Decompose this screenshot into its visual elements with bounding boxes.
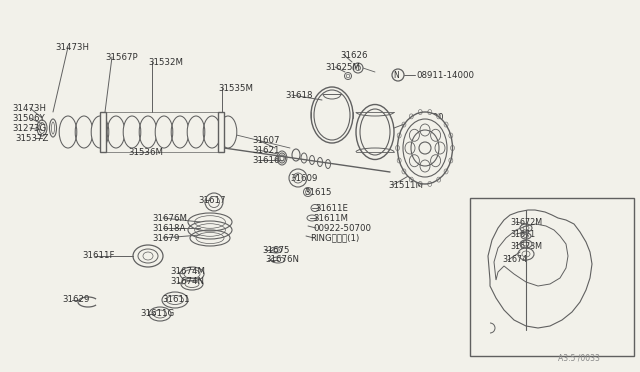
Text: 31618: 31618 [285, 90, 312, 99]
Text: 31616: 31616 [252, 155, 280, 164]
Text: 31607: 31607 [252, 135, 280, 144]
Text: 31625M: 31625M [325, 62, 360, 71]
Text: 31675: 31675 [262, 246, 289, 254]
Text: 31676M: 31676M [152, 214, 187, 222]
Text: 31672M: 31672M [510, 218, 542, 227]
Text: 31674N: 31674N [170, 278, 204, 286]
Text: 31536M: 31536M [128, 148, 163, 157]
Ellipse shape [92, 116, 109, 148]
Text: 31618A: 31618A [152, 224, 186, 232]
Text: N: N [393, 71, 399, 80]
Text: 31611F: 31611F [82, 251, 115, 260]
Text: 31511M: 31511M [388, 180, 423, 189]
Ellipse shape [60, 116, 77, 148]
Ellipse shape [219, 116, 237, 148]
Bar [470, 198, 634, 356]
Text: 31674M: 31674M [170, 267, 205, 276]
Text: 31615: 31615 [304, 187, 332, 196]
Text: RINGリング(1): RINGリング(1) [310, 234, 359, 243]
Ellipse shape [123, 116, 141, 148]
Bar [218, 112, 224, 152]
Ellipse shape [187, 116, 205, 148]
Text: 31611M: 31611M [313, 214, 348, 222]
Text: A3.5 /0033: A3.5 /0033 [558, 353, 600, 362]
Text: 31626: 31626 [340, 51, 367, 60]
Text: 31617: 31617 [198, 196, 225, 205]
Text: 31537Z: 31537Z [15, 134, 49, 142]
Text: 31629: 31629 [62, 295, 90, 305]
Text: 31535M: 31535M [218, 83, 253, 93]
Text: 31473H: 31473H [12, 103, 46, 112]
Text: 31674: 31674 [502, 256, 527, 264]
Text: 31532M: 31532M [148, 58, 183, 67]
Ellipse shape [397, 112, 452, 184]
Text: 31506Y: 31506Y [12, 113, 45, 122]
Text: 31671: 31671 [510, 230, 535, 238]
Text: 31567P: 31567P [105, 52, 138, 61]
Text: 31609: 31609 [290, 173, 317, 183]
Text: 00922-50700: 00922-50700 [313, 224, 371, 232]
Text: 08911-14000: 08911-14000 [416, 71, 474, 80]
Ellipse shape [155, 116, 173, 148]
Text: 31621: 31621 [252, 145, 280, 154]
Text: 31273G: 31273G [12, 124, 46, 132]
Text: 31679: 31679 [152, 234, 179, 243]
Text: 31611: 31611 [162, 295, 189, 305]
Bar [100, 112, 106, 152]
Text: 31630: 31630 [416, 112, 444, 122]
Text: 31473H: 31473H [55, 42, 89, 51]
Text: 31673M: 31673M [510, 241, 542, 250]
Text: 31611G: 31611G [140, 310, 174, 318]
Text: 31676N: 31676N [265, 256, 299, 264]
Text: 31611E: 31611E [315, 203, 348, 212]
